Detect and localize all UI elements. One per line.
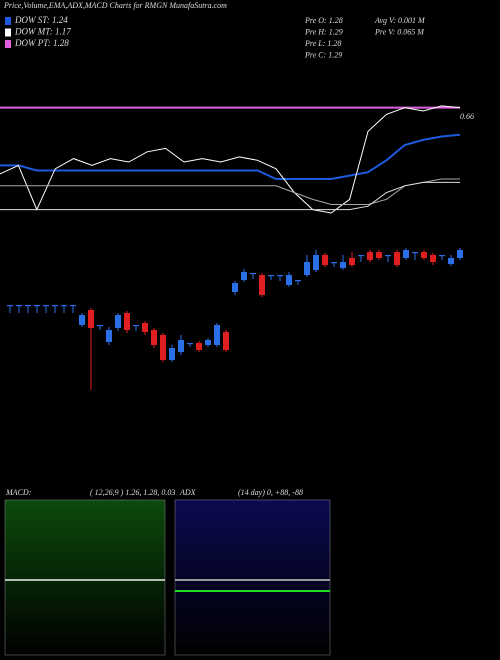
candle-body xyxy=(448,258,454,264)
legend-label: DOW MT: 1.17 xyxy=(14,27,71,37)
legend-swatch xyxy=(5,17,11,25)
candle-body xyxy=(268,275,274,277)
candle-body xyxy=(286,275,292,285)
candle-body xyxy=(277,275,283,277)
macd-panel xyxy=(4,499,166,656)
candle-body xyxy=(322,255,328,265)
info-text: Avg V: 0.001 M xyxy=(374,16,426,25)
indicator-line xyxy=(0,178,460,205)
candle-body xyxy=(43,305,49,307)
candle-body xyxy=(250,273,256,275)
candle-body xyxy=(34,305,40,307)
candle-body xyxy=(295,280,301,282)
adx-panel xyxy=(174,499,331,656)
legend-label: DOW ST: 1.24 xyxy=(14,15,68,25)
candle-body xyxy=(25,305,31,307)
info-text: Pre V: 0.065 M xyxy=(374,27,425,36)
candle-body xyxy=(187,343,193,345)
candle-body xyxy=(160,335,166,360)
candle-body xyxy=(241,272,247,280)
candle-body xyxy=(124,313,130,330)
legend-swatch xyxy=(5,28,11,37)
adx-params: (14 day) 0, +88, -88 xyxy=(238,488,303,497)
candle-body xyxy=(430,255,436,262)
candle-body xyxy=(169,348,175,360)
legend-label: DOW PT: 1.28 xyxy=(14,38,69,48)
macd-label: MACD: xyxy=(5,488,32,497)
info-text: Pre H: 1.29 xyxy=(304,27,343,36)
candle-body xyxy=(340,262,346,268)
candle-body xyxy=(7,305,13,307)
candle-body xyxy=(412,252,418,254)
candle-body xyxy=(142,323,148,332)
candle-body xyxy=(61,305,67,307)
candle-body xyxy=(16,305,22,307)
candle-body xyxy=(385,255,391,257)
candle-body xyxy=(106,330,112,342)
candle-body xyxy=(97,325,103,327)
candle-body xyxy=(133,325,139,327)
candle-body xyxy=(304,262,310,275)
adx-label: ADX xyxy=(179,488,197,497)
candle-body xyxy=(52,305,58,307)
candle-body xyxy=(259,275,265,295)
candle-body xyxy=(421,252,427,258)
candle-body xyxy=(79,315,85,325)
candle-body xyxy=(331,262,337,264)
candle-body xyxy=(232,283,238,292)
title: Price,Volume,EMA,ADX,MACD Charts for RMG… xyxy=(3,1,227,10)
candle-body xyxy=(214,325,220,345)
candle-body xyxy=(358,255,364,257)
candle-body xyxy=(223,332,229,350)
candle-body xyxy=(367,252,373,260)
annotation: 0.66 xyxy=(460,112,474,121)
indicator-line xyxy=(0,105,461,214)
candle-body xyxy=(205,340,211,345)
candle-body xyxy=(70,305,76,307)
info-text: Pre O: 1.28 xyxy=(304,16,343,25)
candle-body xyxy=(457,250,463,258)
candle-body xyxy=(178,340,184,352)
info-text: Pre C: 1.29 xyxy=(304,50,342,59)
candle-body xyxy=(115,315,121,328)
candle-body xyxy=(349,258,355,265)
candle-body xyxy=(403,250,409,258)
candle-body xyxy=(394,252,400,265)
legend-swatch xyxy=(5,40,11,48)
candle-body xyxy=(439,255,445,257)
candle-body xyxy=(88,310,94,328)
indicator-line xyxy=(0,181,460,211)
candle-body xyxy=(313,255,319,270)
macd-params: ( 12,26,9 ) 1.26, 1.28, 0.03 xyxy=(90,488,175,497)
candle-body xyxy=(196,343,202,350)
indicator-line xyxy=(0,133,461,180)
info-text: Pre L: 1.28 xyxy=(304,39,341,48)
candle-body xyxy=(151,330,157,345)
candle-body xyxy=(376,252,382,258)
